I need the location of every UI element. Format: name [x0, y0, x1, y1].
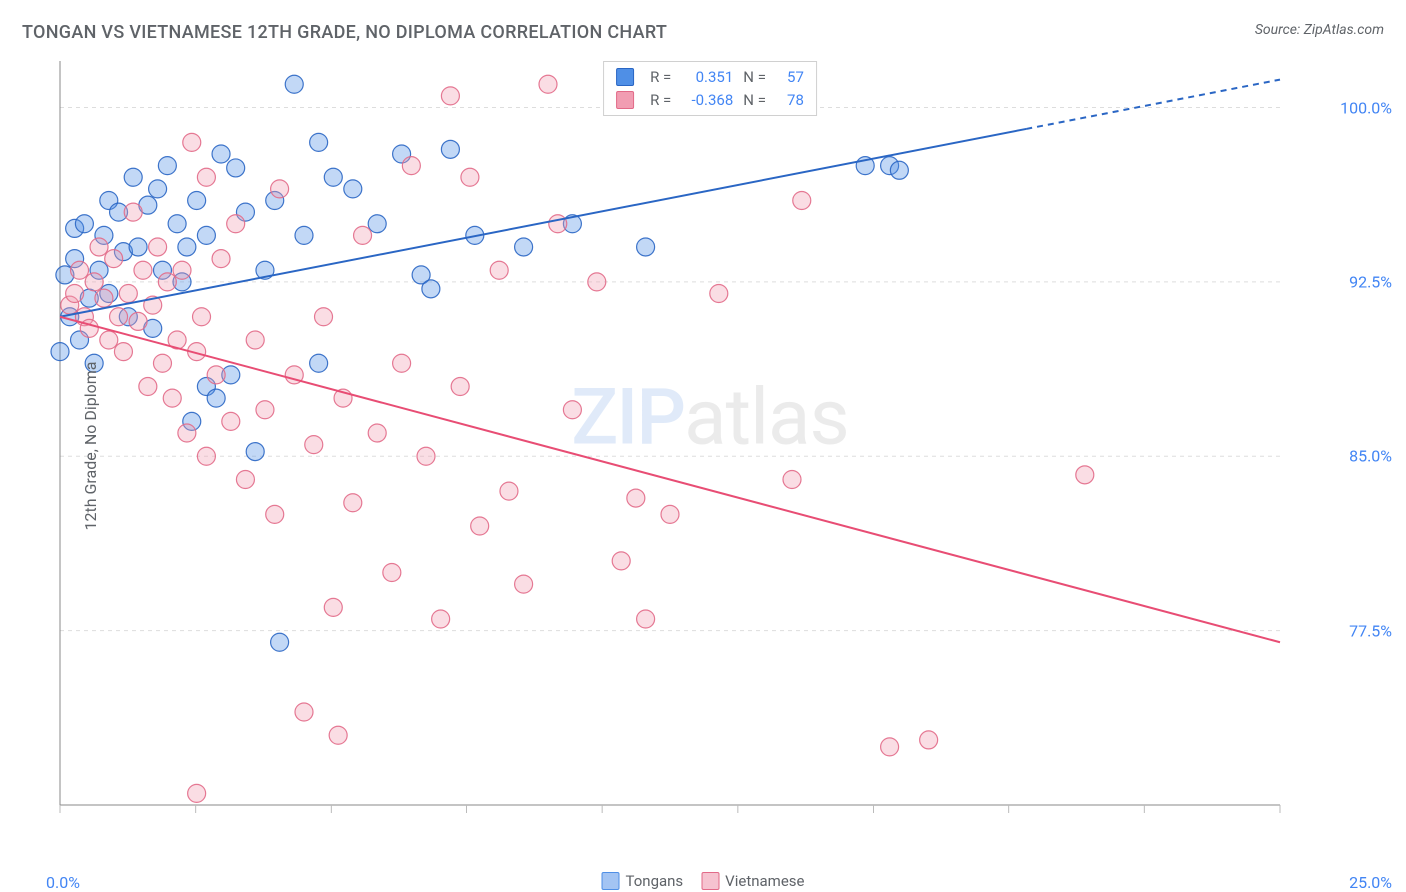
- legend-item: Vietnamese: [701, 872, 804, 890]
- y-tick-label: 100.0%: [1340, 98, 1392, 117]
- n-value: 78: [776, 89, 804, 112]
- n-value: 57: [776, 66, 804, 89]
- series-swatch: [616, 68, 634, 86]
- y-tick-label: 77.5%: [1349, 621, 1392, 640]
- x-axis-min-label: 0.0%: [46, 873, 80, 892]
- stats-row: R = 0.351 N = 57: [616, 66, 804, 89]
- legend-swatch: [602, 872, 620, 890]
- legend-swatch: [701, 872, 719, 890]
- r-label: R =: [650, 89, 671, 112]
- source-label: Source: ZipAtlas.com: [1255, 22, 1384, 38]
- y-tick-label: 92.5%: [1349, 272, 1392, 291]
- chart-plot-area: ZIPatlas R =0.351N =57R =-0.368N =78: [50, 55, 1370, 845]
- legend-item: Tongans: [602, 872, 684, 890]
- legend-label: Tongans: [626, 872, 684, 890]
- stats-row: R = -0.368 N = 78: [616, 89, 804, 112]
- legend: Tongans Vietnamese: [602, 872, 805, 890]
- n-label: N =: [743, 66, 766, 89]
- series-swatch: [616, 91, 634, 109]
- chart-svg: [50, 55, 1370, 845]
- y-axis-label: 12th Grade, No Diploma: [81, 362, 100, 531]
- stats-box: R = 0.351 N = 57 R = -0.368 N = 78: [603, 61, 817, 116]
- r-value: -0.368: [681, 89, 733, 112]
- chart-title: TONGAN VS VIETNAMESE 12TH GRADE, NO DIPL…: [22, 22, 667, 43]
- r-label: R =: [650, 66, 671, 89]
- legend-label: Vietnamese: [725, 872, 804, 890]
- n-label: N =: [743, 89, 766, 112]
- r-value: 0.351: [681, 66, 733, 89]
- x-axis-max-label: 25.0%: [1349, 873, 1392, 892]
- y-tick-label: 85.0%: [1349, 447, 1392, 466]
